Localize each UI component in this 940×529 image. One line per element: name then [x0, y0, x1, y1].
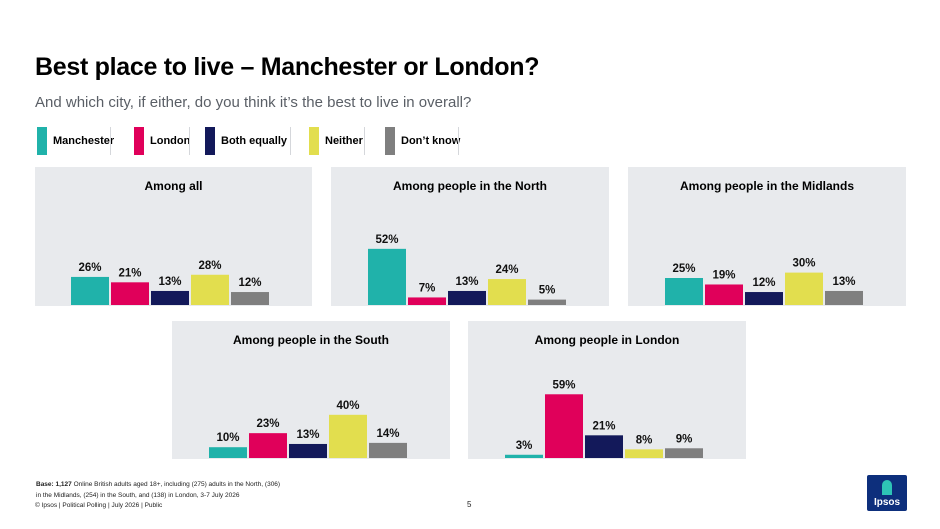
data-label: 13%: [158, 276, 181, 288]
bar-chart-north: 52% 7% 13% 24% 5%: [368, 234, 566, 305]
chart-panel-south: Among people in the South 10% 23% 13% 40% 14…: [172, 321, 450, 459]
logo-mark-icon: [882, 480, 892, 495]
chart-title: Among people in the Midlands: [680, 179, 854, 193]
bar-manchester: [209, 447, 247, 458]
bar-neither: [785, 272, 823, 305]
legend-divider: [290, 127, 291, 155]
bar-don-t-know: [369, 442, 407, 458]
bar-manchester: [368, 248, 406, 305]
bar-manchester: [505, 454, 543, 458]
legend-swatch: [385, 127, 395, 155]
data-label: 28%: [198, 260, 221, 272]
legend-divider: [364, 127, 365, 155]
bar-chart-all: 26% 21% 13% 28% 12%: [71, 260, 269, 305]
data-label: 10%: [216, 432, 239, 444]
data-label: 5%: [539, 285, 556, 297]
legend-swatch: [37, 127, 47, 155]
data-label: 30%: [792, 258, 815, 270]
legend-item: Manchester: [37, 127, 114, 155]
bar-chart-south: 10% 23% 13% 40% 14%: [209, 400, 407, 458]
legend-divider: [189, 127, 190, 155]
page-subtitle: And which city, if either, do you think …: [35, 94, 472, 111]
data-label: 24%: [495, 264, 518, 276]
data-label: 12%: [238, 277, 261, 289]
chart-panel-midlands: Among people in the Midlands 25% 19% 12% 30…: [628, 167, 906, 306]
data-label: 23%: [256, 418, 279, 430]
bar-don-t-know: [665, 448, 703, 458]
data-label: 12%: [752, 277, 775, 289]
bar-chart-london: 3% 59% 21% 8% 9%: [505, 379, 703, 458]
bar-don-t-know: [528, 299, 566, 305]
legend-swatch: [309, 127, 319, 155]
chart-panel-london: Among people in London 3% 59% 21% 8% 9%: [468, 321, 746, 459]
data-label: 9%: [676, 433, 693, 445]
bar-london: [249, 433, 287, 458]
bar-both-equally: [585, 435, 623, 458]
bar-london: [111, 282, 149, 305]
legend-item: Both equally: [205, 127, 287, 155]
legend-label: Don’t know: [401, 135, 461, 147]
chart-title: Among people in the South: [233, 333, 389, 347]
legend-label: London: [150, 135, 191, 147]
data-label: 3%: [516, 440, 533, 452]
chart-title: Among people in the North: [393, 179, 547, 193]
page-number: 5: [467, 500, 472, 509]
bar-don-t-know: [231, 292, 269, 305]
data-label: 7%: [419, 282, 436, 294]
chart-panel-all: Among all 26% 21% 13% 28% 12%: [35, 167, 312, 306]
data-label: 21%: [592, 420, 615, 432]
chart-panel-north: Among people in the North 52% 7% 13% 24% 5%: [331, 167, 609, 306]
bar-manchester: [71, 276, 109, 305]
bar-both-equally: [289, 443, 327, 458]
data-label: 21%: [118, 267, 141, 279]
page-title: Best place to live – Manchester or Londo…: [35, 53, 540, 81]
legend-label: Neither: [325, 135, 363, 147]
data-label: 25%: [672, 263, 695, 275]
data-label: 26%: [78, 262, 101, 274]
bar-both-equally: [151, 290, 189, 305]
legend-item: Don’t know: [385, 127, 460, 155]
base-line-2: in the Midlands, (254) in the South, and…: [36, 491, 240, 499]
footnote: Base: 1,127 Online British adults aged 1…: [36, 480, 280, 501]
legend-swatch: [205, 127, 215, 155]
data-label: 19%: [712, 269, 735, 281]
legend-divider: [458, 127, 459, 155]
chart-title: Among all: [144, 179, 203, 193]
data-label: 40%: [336, 400, 359, 412]
base-label: Base: 1,127: [36, 481, 72, 488]
legend-label: Manchester: [53, 135, 115, 147]
bar-neither: [625, 449, 663, 458]
data-label: 13%: [296, 429, 319, 441]
base-line-1: Online British adults aged 18+, includin…: [71, 481, 281, 488]
bar-both-equally: [448, 290, 486, 305]
data-label: 13%: [832, 276, 855, 288]
chart-title: Among people in London: [534, 333, 680, 347]
legend-divider: [110, 127, 111, 155]
ipsos-logo: Ipsos: [867, 475, 907, 511]
bar-london: [545, 394, 583, 458]
bar-london: [705, 284, 743, 305]
bar-don-t-know: [825, 290, 863, 305]
bar-both-equally: [745, 292, 783, 305]
bar-neither: [191, 274, 229, 305]
data-label: 8%: [636, 434, 653, 446]
data-label: 14%: [376, 428, 399, 440]
bar-neither: [488, 279, 526, 305]
legend-item: London: [134, 127, 190, 155]
data-label: 13%: [455, 276, 478, 288]
legend-item: Neither: [309, 127, 363, 155]
bar-chart-midlands: 25% 19% 12% 30% 13%: [665, 258, 863, 305]
legend-label: Both equally: [221, 135, 288, 147]
bar-manchester: [665, 278, 703, 305]
data-label: 59%: [552, 379, 575, 391]
legend-swatch: [134, 127, 144, 155]
bar-neither: [329, 414, 367, 458]
bar-london: [408, 297, 446, 305]
copyright: © Ipsos | Political Polling | July 2026 …: [35, 502, 163, 509]
logo-text: Ipsos: [873, 497, 901, 508]
data-label: 52%: [375, 234, 398, 246]
